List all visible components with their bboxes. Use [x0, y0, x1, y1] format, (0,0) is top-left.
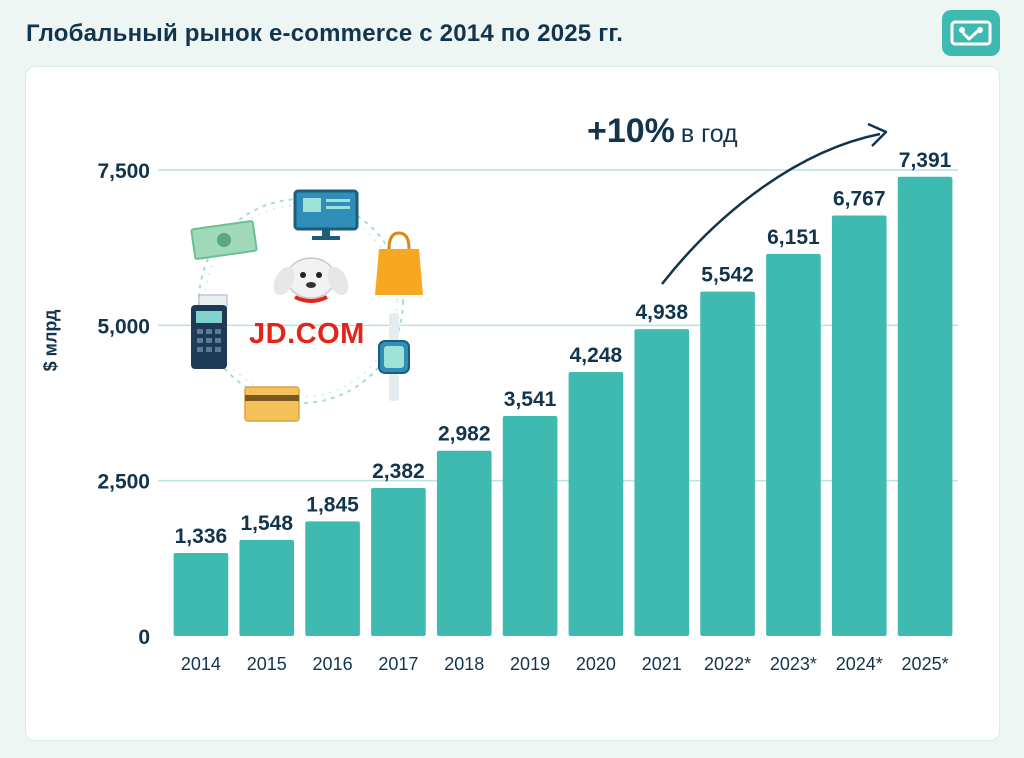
bar [831, 215, 887, 636]
bar [568, 372, 624, 636]
y-tick-label: 0 [138, 626, 150, 649]
bar-value-label: 5,542 [701, 264, 754, 287]
bar [173, 552, 229, 636]
bar-value-label: 4,938 [635, 301, 688, 324]
bar-value-label: 2,382 [372, 460, 425, 483]
credit-card-icon [244, 386, 300, 422]
bar-value-label: 1,336 [175, 525, 228, 548]
ecommerce-illustration [190, 189, 423, 422]
growth-arrow [661, 132, 881, 285]
shopping-bag-icon [375, 231, 423, 295]
bar-value-label: 3,541 [504, 388, 557, 411]
x-tick-label: 2019 [510, 654, 550, 674]
y-tick-label: 2,500 [97, 471, 150, 494]
bar [897, 176, 953, 637]
bar [305, 521, 360, 636]
x-tick-label: 2014 [181, 654, 221, 674]
bar-value-label: 2,982 [438, 423, 491, 446]
bar [766, 253, 821, 636]
bar [239, 539, 295, 636]
monitor-icon [293, 189, 359, 240]
bar [371, 487, 426, 636]
bar [502, 415, 558, 636]
growth-text: в год [680, 120, 738, 148]
smartwatch-icon [378, 313, 410, 401]
bar-value-label: 1,845 [306, 493, 359, 516]
x-tick-label: 2023* [770, 654, 817, 674]
x-tick-label: 2017 [378, 654, 418, 674]
bar [634, 329, 690, 636]
cash-icon [190, 220, 258, 260]
bar-value-label: 6,767 [833, 188, 886, 211]
dog-mascot-icon [273, 257, 349, 303]
y-tick-label: 7,500 [97, 160, 150, 183]
x-tick-label: 2016 [313, 654, 353, 674]
x-tick-label: 2025* [902, 654, 949, 674]
page-title: Глобальный рынок e-commerce с 2014 по 20… [26, 20, 624, 47]
bar [436, 450, 492, 636]
arrow-head-icon [867, 122, 888, 147]
bar-value-label: 1,548 [240, 512, 293, 535]
x-tick-label: 2024* [836, 654, 883, 674]
x-tick-label: 2021 [642, 654, 682, 674]
y-axis-label: $ млрд [40, 309, 61, 372]
y-tick-label: 5,000 [97, 315, 150, 338]
bar-value-label: 4,248 [570, 344, 623, 367]
x-tick-label: 2020 [576, 654, 616, 674]
x-tick-label: 2022* [704, 654, 751, 674]
growth-percent: +10% [587, 112, 675, 150]
bar-value-label: 7,391 [899, 149, 952, 172]
x-tick-label: 2015 [247, 654, 287, 674]
brand-logo[interactable] [942, 10, 1000, 56]
brand-logo-icon [950, 20, 992, 46]
payment-terminal-icon [191, 294, 228, 369]
jd-brand-text: JD.COM [249, 318, 365, 350]
bar-value-label: 6,151 [767, 226, 820, 249]
x-tick-label: 2018 [444, 654, 484, 674]
bar [700, 291, 755, 636]
growth-annotation: +10% в год [587, 112, 738, 151]
